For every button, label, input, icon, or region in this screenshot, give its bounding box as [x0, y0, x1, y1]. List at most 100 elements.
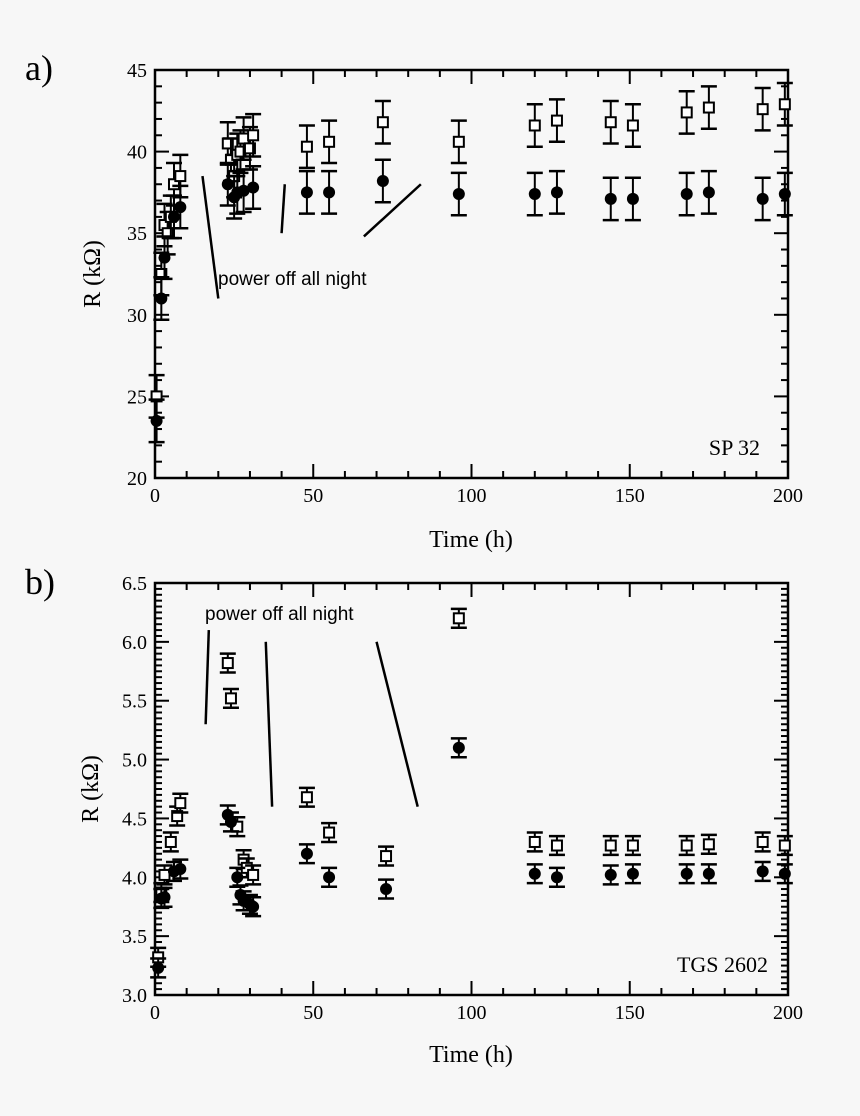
data-point-circle: [550, 871, 563, 884]
data-point-square: [528, 835, 541, 848]
data-point-circle: [452, 188, 465, 201]
data-point-square: [174, 797, 187, 810]
data-point-square: [380, 850, 393, 863]
data-point-circle: [231, 871, 244, 884]
data-point-circle: [323, 186, 336, 199]
data-point-circle: [528, 188, 541, 201]
data-point-square: [323, 135, 336, 148]
data-point-square: [756, 103, 769, 116]
panel-a: a) SP 32 power off all night Time (h) R …: [25, 48, 803, 553]
x-tick-label: 50: [303, 485, 323, 507]
data-point-square: [680, 106, 693, 119]
data-point-square: [247, 129, 260, 142]
y-axis-title-b: R (kΩ): [78, 755, 104, 823]
panel-b: b) TGS 2602 power off all night Time (h)…: [25, 562, 803, 1068]
x-tick-label: 0: [150, 1002, 160, 1024]
y-tick-label: 4.5: [122, 808, 147, 830]
data-point-square: [550, 114, 563, 127]
panel-label-a: a): [25, 48, 53, 88]
data-point-circle: [323, 871, 336, 884]
data-point-square: [174, 170, 187, 183]
x-tick-label: 100: [457, 1002, 487, 1024]
data-point-square: [778, 839, 791, 852]
data-point-circle: [221, 178, 234, 191]
y-tick-label: 40: [127, 142, 147, 164]
data-point-circle: [224, 815, 237, 828]
data-point-circle: [702, 867, 715, 880]
sensor-label-b: TGS 2602: [677, 952, 768, 977]
data-point-square: [171, 810, 184, 823]
annotation-pointer-line: [280, 184, 287, 234]
data-point-square: [604, 839, 617, 852]
data-point-circle: [528, 867, 541, 880]
x-tick-label: 200: [773, 485, 803, 507]
data-point-circle: [680, 867, 693, 880]
data-point-square: [300, 140, 313, 153]
data-point-circle: [237, 184, 250, 197]
panel-label-b: b): [25, 562, 55, 602]
y-tick-label: 3.0: [122, 985, 147, 1007]
data-point-square: [604, 116, 617, 129]
data-point-square: [224, 692, 237, 705]
data-point-circle: [604, 868, 617, 881]
y-tick-label: 30: [127, 305, 147, 327]
data-point-circle: [626, 867, 639, 880]
y-tick-label: 6.5: [122, 573, 147, 595]
plot-frame: [153, 581, 790, 997]
data-point-circle: [158, 891, 171, 904]
y-tick-label: 3.5: [122, 926, 147, 948]
data-point-square: [680, 839, 693, 852]
data-point-circle: [756, 192, 769, 205]
data-point-square: [323, 826, 336, 839]
annotation-pointer-line: [363, 183, 422, 238]
data-point-square: [452, 135, 465, 148]
data-point-square: [247, 868, 260, 881]
x-tick-label: 100: [457, 485, 487, 507]
sensor-label-a: SP 32: [709, 435, 760, 460]
data-point-circle: [167, 210, 180, 223]
annotation-a: power off all night: [218, 269, 367, 290]
annotation-pointer-line: [264, 641, 274, 807]
y-tick-label: 6.0: [122, 632, 147, 654]
data-point-square: [300, 791, 313, 804]
data-point-circle: [756, 865, 769, 878]
annotation-pointer-line: [204, 630, 211, 725]
data-point-circle: [702, 186, 715, 199]
annotation-pointer-line: [201, 175, 220, 299]
y-tick-label: 4.0: [122, 867, 147, 889]
data-point-circle: [300, 847, 313, 860]
x-tick-label: 200: [773, 1002, 803, 1024]
data-point-circle: [604, 192, 617, 205]
data-point-square: [550, 839, 563, 852]
data-point-square: [626, 839, 639, 852]
data-point-circle: [155, 292, 168, 305]
data-point-square: [221, 657, 234, 670]
x-tick-label: 50: [303, 1002, 323, 1024]
data-point-circle: [550, 186, 563, 199]
y-tick-label: 5.5: [122, 691, 147, 713]
data-point-circle: [778, 867, 791, 880]
data-point-circle: [376, 174, 389, 187]
y-axis-title-a: R (kΩ): [80, 240, 106, 308]
data-point-circle: [778, 188, 791, 201]
data-point-circle: [247, 181, 260, 194]
data-point-circle: [247, 900, 260, 913]
data-point-square: [452, 612, 465, 625]
data-point-square: [626, 119, 639, 132]
y-tick-label: 20: [127, 468, 147, 490]
y-tick-label: 25: [127, 386, 147, 408]
x-tick-label: 150: [615, 485, 645, 507]
x-axis-title-b: Time (h): [429, 1042, 513, 1068]
data-point-square: [756, 835, 769, 848]
y-tick-label: 45: [127, 60, 147, 82]
data-point-square: [164, 835, 177, 848]
x-tick-label: 0: [150, 485, 160, 507]
data-point-square: [778, 98, 791, 111]
y-tick-label: 35: [127, 223, 147, 245]
data-point-circle: [152, 961, 165, 974]
data-point-square: [702, 101, 715, 114]
data-point-circle: [680, 188, 693, 201]
data-point-circle: [626, 192, 639, 205]
x-axis-title-a: Time (h): [429, 527, 513, 553]
data-point-circle: [174, 863, 187, 876]
